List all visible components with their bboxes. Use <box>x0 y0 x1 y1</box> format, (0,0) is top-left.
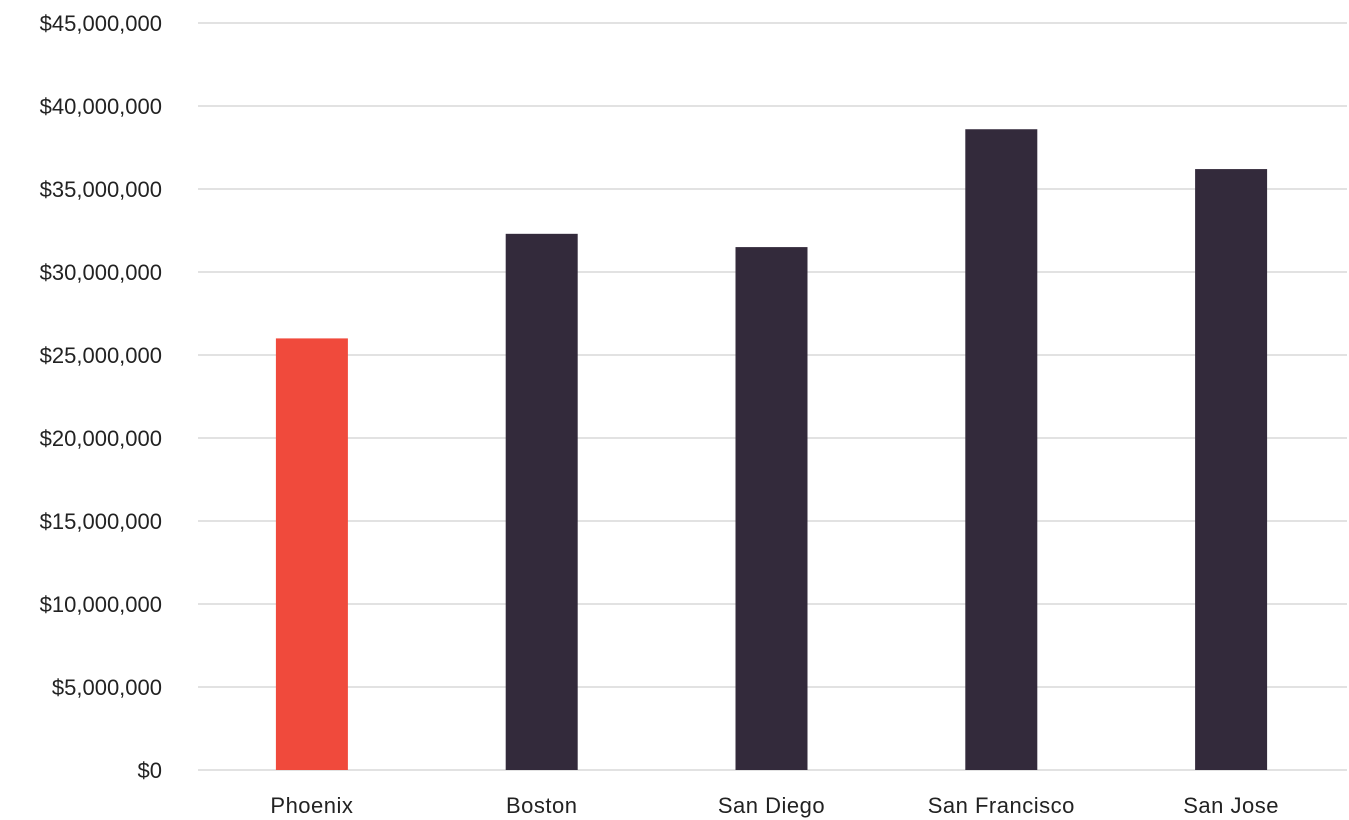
y-tick-label: $0 <box>138 758 162 783</box>
y-tick-label: $40,000,000 <box>40 94 162 119</box>
y-tick-label: $45,000,000 <box>40 11 162 36</box>
y-tick-label: $35,000,000 <box>40 177 162 202</box>
x-category-label: San Diego <box>718 793 825 818</box>
bar-san-francisco <box>965 129 1038 771</box>
bar-san-jose <box>1195 169 1268 770</box>
bar-san-diego <box>735 247 808 771</box>
bar-boston <box>505 233 578 770</box>
bar-phoenix <box>275 338 348 770</box>
x-category-label: Boston <box>506 793 578 818</box>
y-tick-label: $5,000,000 <box>52 675 162 700</box>
y-tick-label: $15,000,000 <box>40 509 162 534</box>
y-tick-label: $10,000,000 <box>40 592 162 617</box>
x-category-label: Phoenix <box>270 793 353 818</box>
x-category-label: San Jose <box>1183 793 1279 818</box>
x-axis-category-labels: Phoenix Boston San Diego San Francisco San J… <box>270 793 1279 818</box>
x-category-label: San Francisco <box>928 793 1075 818</box>
bars <box>275 129 1268 771</box>
y-tick-label: $20,000,000 <box>40 426 162 451</box>
y-axis-tick-labels: $0 $5,000,000 $10,000,000 $15,000,000 $20,00… <box>40 11 162 783</box>
y-tick-label: $25,000,000 <box>40 343 162 368</box>
y-tick-label: $30,000,000 <box>40 260 162 285</box>
